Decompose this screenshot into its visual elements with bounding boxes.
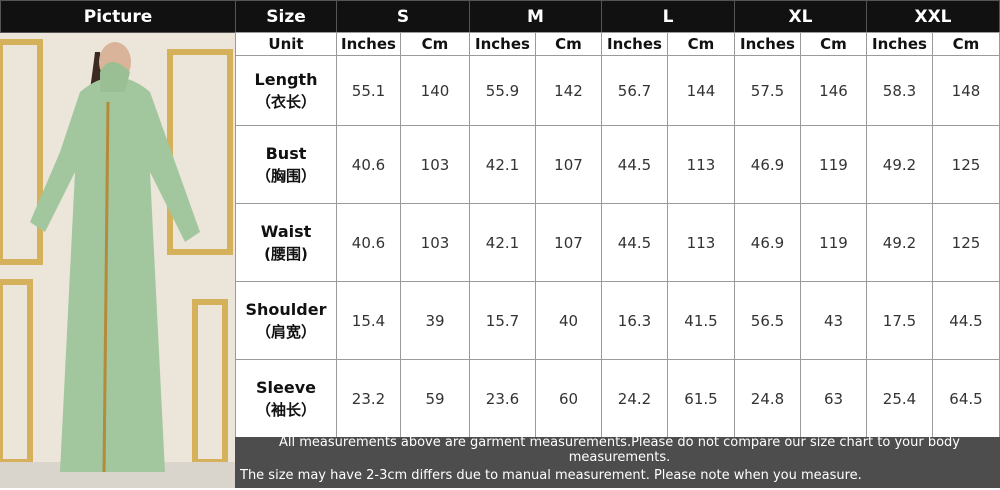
value-cell: 40.6 [336, 203, 401, 282]
value-cell: 119 [800, 203, 867, 282]
unit-cell: Cm [800, 32, 867, 56]
unit-cell: Inches [336, 32, 401, 56]
size-header: S [336, 0, 470, 33]
row-name: Sleeve [256, 377, 316, 397]
value-cell: 142 [535, 55, 602, 126]
value-cell: 103 [400, 125, 470, 204]
value-cell: 56.7 [601, 55, 668, 126]
value-cell: 39 [400, 281, 470, 360]
value-cell: 125 [932, 203, 1000, 282]
value-cell: 42.1 [469, 203, 536, 282]
value-cell: 125 [932, 125, 1000, 204]
size-header: L [601, 0, 735, 33]
row-label: Bust （胸围） [235, 125, 337, 204]
row-label: Sleeve （袖长） [235, 359, 337, 438]
value-cell: 59 [400, 359, 470, 438]
value-cell: 55.9 [469, 55, 536, 126]
row-sub: (腰围) [264, 244, 308, 263]
value-cell: 44.5 [601, 125, 668, 204]
value-cell: 61.5 [667, 359, 735, 438]
size-header: XL [734, 0, 867, 33]
row-name: Waist [260, 221, 312, 241]
note: The size may have 2-3cm differs due to m… [235, 462, 1000, 488]
value-cell: 58.3 [866, 55, 933, 126]
row-name: Shoulder [245, 299, 327, 319]
value-cell: 44.5 [932, 281, 1000, 360]
value-cell: 56.5 [734, 281, 801, 360]
value-cell: 113 [667, 125, 735, 204]
value-cell: 64.5 [932, 359, 1000, 438]
value-cell: 40.6 [336, 125, 401, 204]
header-cell: Picture [0, 0, 236, 33]
row-label: Waist (腰围) [235, 203, 337, 282]
size-header: M [469, 0, 602, 33]
value-cell: 113 [667, 203, 735, 282]
value-cell: 107 [535, 203, 602, 282]
value-cell: 42.1 [469, 125, 536, 204]
unit-cell: Cm [932, 32, 1000, 56]
unit-cell: Unit [235, 32, 337, 56]
value-cell: 49.2 [866, 125, 933, 204]
unit-cell: Cm [667, 32, 735, 56]
product-photo [0, 32, 235, 488]
value-cell: 23.6 [469, 359, 536, 438]
row-label: Length （衣长） [235, 55, 337, 126]
value-cell: 140 [400, 55, 470, 126]
size-header: XXL [866, 0, 1000, 33]
value-cell: 57.5 [734, 55, 801, 126]
value-cell: 146 [800, 55, 867, 126]
row-name: Bust [265, 143, 307, 163]
value-cell: 17.5 [866, 281, 933, 360]
value-cell: 24.2 [601, 359, 668, 438]
value-cell: 60 [535, 359, 602, 438]
unit-cell: Inches [601, 32, 668, 56]
value-cell: 103 [400, 203, 470, 282]
value-cell: 55.1 [336, 55, 401, 126]
value-cell: 46.9 [734, 125, 801, 204]
unit-cell: Inches [469, 32, 536, 56]
value-cell: 41.5 [667, 281, 735, 360]
unit-cell: Inches [734, 32, 801, 56]
unit-cell: Cm [535, 32, 602, 56]
value-cell: 148 [932, 55, 1000, 126]
value-cell: 44.5 [601, 203, 668, 282]
value-cell: 15.4 [336, 281, 401, 360]
row-label: Shoulder （肩宽） [235, 281, 337, 360]
row-sub: （肩宽） [255, 322, 316, 341]
row-sub: （胸围） [255, 166, 316, 185]
row-name: Length [254, 69, 318, 89]
row-sub: （衣长） [255, 92, 316, 111]
unit-cell: Cm [400, 32, 470, 56]
value-cell: 46.9 [734, 203, 801, 282]
value-cell: 63 [800, 359, 867, 438]
note: All measurements above are garment measu… [235, 435, 1000, 465]
value-cell: 107 [535, 125, 602, 204]
value-cell: 43 [800, 281, 867, 360]
value-cell: 15.7 [469, 281, 536, 360]
row-sub: （袖长） [255, 400, 316, 419]
value-cell: 119 [800, 125, 867, 204]
header-cell: Size [235, 0, 337, 33]
value-cell: 24.8 [734, 359, 801, 438]
value-cell: 40 [535, 281, 602, 360]
value-cell: 16.3 [601, 281, 668, 360]
value-cell: 49.2 [866, 203, 933, 282]
unit-cell: Inches [866, 32, 933, 56]
value-cell: 144 [667, 55, 735, 126]
value-cell: 23.2 [336, 359, 401, 438]
value-cell: 25.4 [866, 359, 933, 438]
